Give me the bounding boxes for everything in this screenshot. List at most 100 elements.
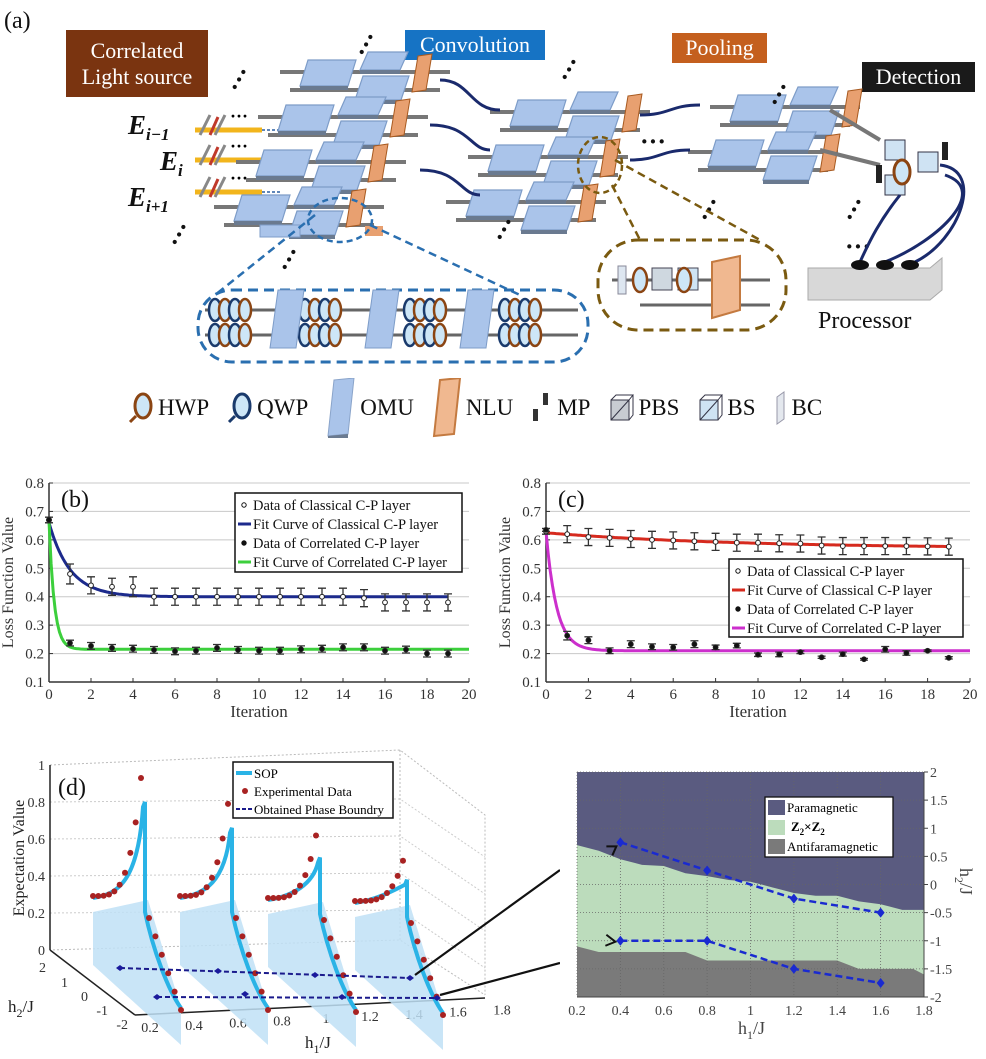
- nlu-block: [599, 138, 621, 178]
- data-point: [670, 644, 677, 651]
- boundary-marker: [789, 893, 798, 904]
- region-antiferromagnetic: [577, 946, 924, 997]
- omu-block: [269, 289, 305, 349]
- hwp-icon: [432, 297, 448, 323]
- data-point: [235, 646, 241, 653]
- legend-label: OMU: [360, 395, 414, 420]
- experimental-point: [122, 869, 128, 876]
- y-tick-label: 1.5: [930, 794, 948, 809]
- boundary-marker: [241, 991, 249, 997]
- x-tick-label: 0.8: [698, 1004, 716, 1019]
- experimental-point: [346, 990, 353, 997]
- x-tick-label: 8: [712, 687, 720, 703]
- experimental-point: [302, 872, 309, 879]
- legend-label: MP: [557, 395, 591, 420]
- y-tick-label: 0.7: [522, 504, 541, 520]
- y-tick-label: -1: [930, 935, 942, 950]
- data-point: [319, 645, 325, 652]
- nlu-block: [365, 226, 383, 236]
- legend-label: Data of Correlated C-P layer: [747, 602, 913, 618]
- omu-block-edge: [526, 200, 566, 204]
- experimental-point: [171, 988, 178, 995]
- omu-block: [569, 91, 619, 111]
- legend-swatch: [735, 606, 741, 612]
- data-point: [130, 583, 136, 590]
- data-point: [627, 641, 634, 648]
- experimental-point: [333, 953, 340, 960]
- z-tick-label: 1: [38, 759, 45, 774]
- legend-item-nlu: NLU: [432, 378, 513, 438]
- x-tick-label: 14: [336, 687, 352, 703]
- experimental-point: [265, 1007, 271, 1013]
- x-axis-label: h1/J: [738, 1018, 765, 1042]
- legend-item-mp: MP: [531, 391, 590, 425]
- data-point: [691, 641, 698, 648]
- data-point: [298, 646, 304, 653]
- experimental-point: [327, 935, 334, 942]
- legend-item-bs: BS: [697, 393, 756, 423]
- legend-label: Fit Curve of Correlated C-P layer: [253, 555, 447, 571]
- boundary-marker: [311, 972, 319, 978]
- omu-block: [255, 149, 313, 177]
- data-point: [193, 647, 199, 654]
- experimental-point: [233, 915, 239, 921]
- legend-swatch: [241, 540, 247, 546]
- experimental-point: [198, 889, 205, 896]
- svg-text:···: ···: [230, 168, 248, 188]
- x-tick-label: 12: [294, 687, 309, 703]
- data-point: [424, 650, 430, 657]
- x-axis-label: h1/J: [305, 1033, 331, 1056]
- experimental-point: [384, 890, 390, 897]
- data-point: [361, 644, 367, 651]
- omu-block: [337, 96, 387, 116]
- y-tick-label: -1: [96, 1004, 108, 1019]
- panel-label-a: (a): [4, 8, 31, 34]
- y-tick-label: 0.5: [522, 561, 541, 577]
- data-point: [46, 517, 52, 523]
- y-tick-label: 0.2: [25, 647, 44, 663]
- experimental-point: [225, 800, 231, 807]
- component-legend: HWP QWP OMU NLU MP PBS BS BC: [128, 378, 840, 438]
- boundary-marker: [214, 968, 222, 974]
- boundary-marker: [789, 963, 798, 974]
- experimental-point: [111, 888, 118, 895]
- fit-curve: [47, 522, 448, 599]
- phase-boundary-line: [119, 967, 438, 999]
- svg-text:···: ···: [835, 191, 873, 228]
- legend-swatch: [735, 568, 741, 574]
- boundary-marker: [406, 975, 414, 981]
- legend-label: Experimental Data: [254, 784, 352, 799]
- omu-block: [767, 131, 817, 151]
- x-tick-label: 0.2: [141, 1021, 159, 1036]
- data-point: [109, 583, 115, 590]
- data-point: [797, 649, 804, 656]
- data-point: [445, 650, 451, 657]
- legend-label: NLU: [465, 395, 514, 420]
- experimental-point: [394, 872, 401, 879]
- hwp-icon: [527, 297, 543, 323]
- chart-c: 0.1 0.2 0.3 0.4 0.5 0.6 0.7 0.8 0 2 4 6 8 10 12 14 16 18 2…: [497, 476, 978, 721]
- legend-item-pbs: PBS: [608, 393, 679, 423]
- arrowhead: [606, 845, 618, 856]
- y-axis: [49, 949, 136, 1016]
- boundary-marker: [153, 994, 161, 1000]
- x-tick-label: 20: [462, 687, 477, 703]
- fiber-link: [419, 78, 701, 197]
- nlu-block: [389, 98, 411, 138]
- hwp-icon: [237, 297, 253, 323]
- x-tick-label: 1.8: [493, 1003, 511, 1018]
- y-tick-label: 2: [39, 961, 46, 976]
- data-point: [733, 539, 740, 546]
- y-tick-label: -2: [116, 1018, 128, 1033]
- x-tick-label: 1.2: [785, 1004, 803, 1019]
- data-point: [924, 543, 931, 550]
- experimental-point: [389, 883, 396, 890]
- hwp-icon: [327, 297, 343, 323]
- data-point: [88, 642, 94, 649]
- input-beams: ··· ··· ···: [195, 106, 280, 198]
- x-tick-label: 1.6: [872, 1004, 890, 1019]
- qwp-icon: [228, 392, 252, 424]
- data-point: [256, 647, 262, 654]
- experimental-point: [165, 970, 172, 977]
- omu-block-edge: [488, 171, 536, 175]
